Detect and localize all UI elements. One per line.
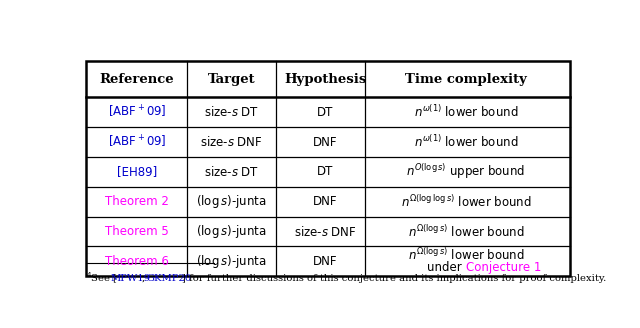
Text: Time complexity: Time complexity bbox=[405, 72, 527, 86]
Text: MPW19: MPW19 bbox=[111, 274, 151, 282]
Text: Theorem 5: Theorem 5 bbox=[105, 225, 169, 238]
Text: GKMP20: GKMP20 bbox=[147, 274, 192, 282]
Text: Target: Target bbox=[207, 72, 255, 86]
Text: size-$s$ DT: size-$s$ DT bbox=[204, 165, 259, 179]
Text: Conjecture 1: Conjecture 1 bbox=[466, 261, 541, 275]
Text: [EH89]: [EH89] bbox=[117, 165, 157, 178]
Text: $n^{\Omega(\log\log s)}$ lower bound: $n^{\Omega(\log\log s)}$ lower bound bbox=[401, 194, 531, 210]
Text: $(\log s)$-junta: $(\log s)$-junta bbox=[196, 223, 266, 240]
Text: ,: , bbox=[141, 274, 148, 282]
Text: [ABF$^+$09]: [ABF$^+$09] bbox=[108, 104, 166, 120]
Text: $n^{\omega(1)}$ lower bound: $n^{\omega(1)}$ lower bound bbox=[413, 104, 518, 120]
Text: Reference: Reference bbox=[100, 72, 174, 86]
Text: $n^{O(\log s)}$ upper bound: $n^{O(\log s)}$ upper bound bbox=[406, 162, 525, 181]
Text: $n^{\omega(1)}$ lower bound: $n^{\omega(1)}$ lower bound bbox=[413, 134, 518, 150]
Text: [ABF$^+$09]: [ABF$^+$09] bbox=[108, 134, 166, 150]
Text: $(\log s)$-junta: $(\log s)$-junta bbox=[196, 193, 266, 210]
Text: Hypothesis: Hypothesis bbox=[284, 72, 367, 86]
Text: DNF: DNF bbox=[313, 136, 338, 149]
Text: DNF: DNF bbox=[313, 195, 338, 208]
Text: DT: DT bbox=[317, 106, 333, 119]
Bar bbox=[86, 61, 570, 276]
Text: $n^{\Omega(\log s)}$ lower bound: $n^{\Omega(\log s)}$ lower bound bbox=[408, 224, 524, 239]
Text: DT: DT bbox=[317, 165, 333, 178]
Text: size-$s$ DNF: size-$s$ DNF bbox=[200, 135, 262, 149]
Text: size-$s$ DNF: size-$s$ DNF bbox=[294, 225, 357, 238]
Text: $^4$See [: $^4$See [ bbox=[86, 270, 118, 286]
Text: $(\log s)$-junta: $(\log s)$-junta bbox=[196, 253, 266, 270]
Text: $n^{\Omega(\log s)}$ lower bound: $n^{\Omega(\log s)}$ lower bound bbox=[408, 247, 524, 263]
Text: Theorem 6: Theorem 6 bbox=[105, 255, 169, 268]
Text: size-$s$ DT: size-$s$ DT bbox=[204, 105, 259, 119]
Text: ] for further discussions of this conjecture and its implications for proof comp: ] for further discussions of this conjec… bbox=[182, 274, 606, 282]
Text: under: under bbox=[428, 261, 466, 275]
Text: DNF: DNF bbox=[313, 255, 338, 268]
Text: Theorem 2: Theorem 2 bbox=[105, 195, 169, 208]
